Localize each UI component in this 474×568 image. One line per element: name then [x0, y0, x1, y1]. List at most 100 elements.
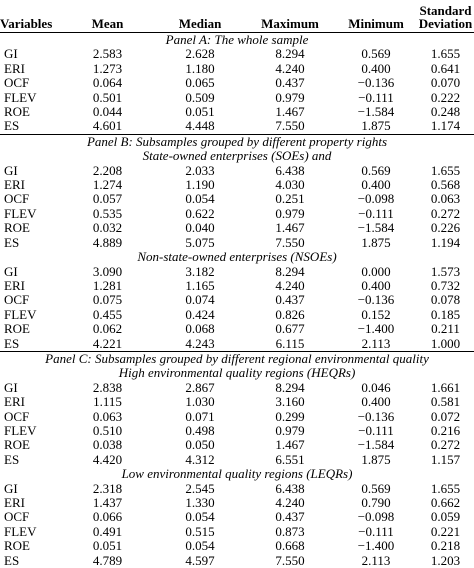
value-cell: 0.677 — [245, 322, 335, 336]
value-cell: 0.437 — [245, 510, 335, 524]
value-cell: 0.437 — [245, 293, 335, 307]
value-cell: 1.174 — [417, 119, 474, 134]
value-cell: 4.789 — [60, 554, 155, 568]
value-cell: 1.655 — [417, 47, 474, 61]
panel-title: High environmental quality regions (HEQR… — [0, 366, 474, 380]
value-cell: 0.040 — [155, 221, 245, 235]
value-cell: 0.226 — [417, 221, 474, 235]
value-cell: −1.400 — [335, 539, 417, 553]
value-cell: 0.455 — [60, 308, 155, 322]
value-cell: −0.136 — [335, 410, 417, 424]
value-cell: 0.066 — [60, 510, 155, 524]
value-cell: 0.437 — [245, 76, 335, 90]
value-cell: 0.057 — [60, 192, 155, 206]
value-cell: 0.400 — [335, 178, 417, 192]
value-cell: 1.165 — [155, 279, 245, 293]
value-cell: 0.251 — [245, 192, 335, 206]
value-cell: 0.272 — [417, 438, 474, 452]
value-cell: 0.569 — [335, 47, 417, 61]
value-cell: −0.098 — [335, 192, 417, 206]
value-cell: 2.113 — [335, 337, 417, 352]
value-cell: 1.203 — [417, 554, 474, 568]
value-cell: 1.274 — [60, 178, 155, 192]
variable-name: FLEV — [0, 207, 60, 221]
value-cell: 1.467 — [245, 105, 335, 119]
value-cell: 0.299 — [245, 410, 335, 424]
value-cell: 0.400 — [335, 395, 417, 409]
value-cell: 3.160 — [245, 395, 335, 409]
value-cell: 1.437 — [60, 496, 155, 510]
value-cell: 1.180 — [155, 62, 245, 76]
value-cell: 0.826 — [245, 308, 335, 322]
value-cell: 3.182 — [155, 265, 245, 279]
variable-name: ROE — [0, 221, 60, 235]
value-cell: 2.208 — [60, 164, 155, 178]
panel-title-row: State-owned enterprises (SOEs) and — [0, 149, 474, 163]
panel-title: State-owned enterprises (SOEs) and — [0, 149, 474, 163]
variable-name: ERI — [0, 395, 60, 409]
variable-name: OCF — [0, 410, 60, 424]
value-cell: 0.668 — [245, 539, 335, 553]
value-cell: 0.054 — [155, 192, 245, 206]
value-cell: −1.584 — [335, 438, 417, 452]
value-cell: 2.033 — [155, 164, 245, 178]
value-cell: 7.550 — [245, 236, 335, 250]
value-cell: 8.294 — [245, 381, 335, 395]
header-cell: Minimum — [335, 0, 417, 33]
value-cell: 0.063 — [60, 410, 155, 424]
value-cell: 0.038 — [60, 438, 155, 452]
variable-name: ROE — [0, 438, 60, 452]
variable-name: ERI — [0, 496, 60, 510]
value-cell: −0.136 — [335, 76, 417, 90]
value-cell: 4.240 — [245, 496, 335, 510]
variable-name: GI — [0, 164, 60, 178]
value-cell: 4.597 — [155, 554, 245, 568]
variable-name: GI — [0, 265, 60, 279]
value-cell: 0.068 — [155, 322, 245, 336]
value-cell: 1.661 — [417, 381, 474, 395]
value-cell: 1.573 — [417, 265, 474, 279]
value-cell: 4.889 — [60, 236, 155, 250]
value-cell: 0.509 — [155, 91, 245, 105]
value-cell: 5.075 — [155, 236, 245, 250]
header-cell: Mean — [60, 0, 155, 33]
value-cell: 2.628 — [155, 47, 245, 61]
value-cell: 0.051 — [60, 539, 155, 553]
value-cell: 1.190 — [155, 178, 245, 192]
value-cell: 0.054 — [155, 539, 245, 553]
value-cell: 4.312 — [155, 453, 245, 467]
panel-title-row: Panel A: The whole sample — [0, 33, 474, 48]
value-cell: 4.420 — [60, 453, 155, 467]
value-cell: 0.185 — [417, 308, 474, 322]
value-cell: 1.281 — [60, 279, 155, 293]
value-cell: 0.501 — [60, 91, 155, 105]
value-cell: 0.059 — [417, 510, 474, 524]
value-cell: 4.221 — [60, 337, 155, 352]
value-cell: 2.113 — [335, 554, 417, 568]
value-cell: 7.550 — [245, 554, 335, 568]
value-cell: −0.111 — [335, 525, 417, 539]
panel-title-row: Panel B: Subsamples grouped by different… — [0, 134, 474, 149]
header-cell: Median — [155, 0, 245, 33]
value-cell: 0.491 — [60, 525, 155, 539]
value-cell: 0.400 — [335, 279, 417, 293]
value-cell: 0.569 — [335, 164, 417, 178]
value-cell: 1.655 — [417, 482, 474, 496]
value-cell: 4.030 — [245, 178, 335, 192]
panel-title-row: Non-state-owned enterprises (NSOEs) — [0, 250, 474, 264]
value-cell: 1.875 — [335, 119, 417, 134]
value-cell: 0.979 — [245, 91, 335, 105]
value-cell: −0.098 — [335, 510, 417, 524]
